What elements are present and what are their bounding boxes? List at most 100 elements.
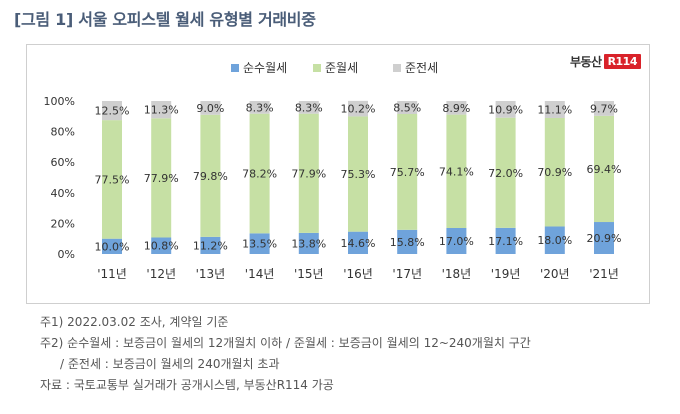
x-tick-label: '13년: [196, 267, 226, 281]
brand-logo: 부동산 R114: [570, 53, 641, 70]
x-tick-label: '14년: [245, 267, 275, 281]
data-label: 17.0%: [439, 235, 474, 248]
legend-swatch-2: [313, 64, 321, 72]
bar-segment: [200, 114, 221, 237]
data-label: 8.3%: [246, 101, 274, 114]
legend-label-2: 준월세: [325, 61, 358, 75]
data-label: 8.9%: [442, 102, 470, 115]
data-label: 15.8%: [390, 236, 425, 249]
footnote-2: 주2) 순수월세 : 보증금이 월세의 12개월치 이하 / 준월세 : 보증금…: [40, 336, 531, 350]
y-tick-label: 60%: [51, 156, 75, 169]
data-label: 10.8%: [144, 240, 179, 253]
x-tick-label: '16년: [343, 267, 373, 281]
bar-segment: [544, 226, 565, 254]
data-label: 11.3%: [144, 104, 179, 117]
x-tick-label: '20년: [540, 267, 570, 281]
bar-segment: [298, 113, 319, 233]
y-tick-label: 100%: [44, 95, 75, 108]
data-label: 10.2%: [341, 103, 376, 116]
chart-title: [그림 1] 서울 오피스텔 월세 유형별 거래비중: [14, 10, 316, 29]
bar-segment: [200, 236, 221, 254]
bar-segment: [544, 101, 565, 118]
stacked-bar-chart: 순수월세 준월세 준전세 0% 20% 40% 60% 80% 100% 10.0% 77.5% 12…: [44, 61, 622, 281]
bar-segment: [397, 101, 418, 115]
bar-segment: [348, 100, 368, 117]
legend-label-3: 준전세: [405, 61, 438, 75]
footnotes: 주1) 2022.03.02 조사, 계약일 기준 주2) 순수월세 : 보증금…: [40, 312, 531, 396]
data-label: 78.2%: [242, 168, 277, 181]
x-tick-label: '19년: [491, 267, 521, 281]
logo-text: 부동산: [569, 55, 602, 69]
logo-mark: R114: [603, 54, 641, 69]
bar-segment: [151, 101, 172, 119]
data-label: 9.0%: [196, 102, 224, 115]
bar-segment: [249, 113, 270, 234]
data-label: 12.5%: [95, 105, 130, 118]
data-label: 17.1%: [488, 235, 523, 248]
x-tick-label: '17년: [392, 267, 422, 281]
bar-segment: [397, 229, 418, 254]
data-label: 79.8%: [193, 170, 228, 183]
x-tick-label: '15년: [294, 267, 324, 281]
bar-segment: [594, 222, 614, 254]
x-tick-label: '12년: [146, 267, 176, 281]
bar-segment: [446, 101, 467, 115]
data-label: 18.0%: [537, 234, 572, 247]
data-label: 8.5%: [393, 102, 421, 115]
x-tick-label: '18년: [442, 267, 472, 281]
data-label: 11.1%: [537, 103, 572, 116]
bar-segment: [102, 238, 122, 254]
x-tick-label: '11년: [97, 267, 127, 281]
data-label: 8.3%: [295, 101, 323, 114]
y-tick-label: 20%: [51, 217, 75, 230]
data-label: 10.0%: [95, 240, 130, 253]
bar-segment: [495, 117, 516, 228]
data-label: 75.7%: [390, 166, 425, 179]
data-label: 9.7%: [590, 102, 618, 115]
y-tick-label: 80%: [51, 126, 75, 139]
data-label: 13.5%: [242, 238, 277, 251]
bar-segment: [102, 120, 122, 239]
bar-segment: [495, 227, 516, 254]
legend-swatch-1: [231, 64, 239, 72]
bar-segment: [151, 237, 172, 254]
bar-segment: [544, 117, 565, 227]
data-label: 77.5%: [95, 173, 130, 186]
data-label: 75.3%: [341, 168, 376, 181]
y-tick-label: 0%: [58, 248, 75, 261]
legend-swatch-3: [393, 64, 401, 72]
bar-segment: [200, 101, 221, 115]
bar-segment: [249, 101, 270, 114]
bar-segment: [249, 233, 270, 254]
footnote-1: 주1) 2022.03.02 조사, 계약일 기준: [40, 315, 229, 329]
data-label: 72.0%: [488, 167, 523, 180]
bar-segment: [298, 232, 319, 254]
bar-segment: [348, 231, 368, 254]
x-tick-label: '21년: [589, 267, 619, 281]
data-label: 69.4%: [587, 163, 622, 176]
data-label: 14.6%: [341, 237, 376, 250]
data-label: 77.9%: [144, 172, 179, 185]
bar-segment: [446, 114, 467, 228]
legend-label-1: 순수월세: [243, 61, 287, 75]
bar-segment: [446, 227, 467, 254]
footnote-source: 자료 : 국토교통부 실거래가 공개시스템, 부동산R114 가공: [40, 378, 334, 392]
footnote-2-continued: / 준전세 : 보증금이 월세의 240개월치 초과: [60, 357, 280, 371]
bar-segment: [594, 101, 614, 116]
bar-segment: [102, 101, 122, 121]
data-label: 11.2%: [193, 239, 228, 252]
data-label: 74.1%: [439, 165, 474, 178]
data-label: 70.9%: [537, 166, 572, 179]
bar-segment: [495, 101, 516, 118]
data-label: 77.9%: [291, 167, 326, 180]
bar-segment: [298, 101, 319, 114]
bar-segment: [151, 118, 172, 238]
chart-panel: 순수월세 준월세 준전세 0% 20% 40% 60% 80% 100% 10.0% 77.5% 12…: [26, 44, 650, 304]
data-label: 13.8%: [291, 237, 326, 250]
bar-segment: [594, 115, 614, 223]
y-tick-label: 40%: [51, 187, 75, 200]
data-label: 20.9%: [587, 232, 622, 245]
data-label: 10.9%: [488, 103, 523, 116]
bar-segment: [397, 114, 418, 230]
bar-segment: [348, 116, 368, 232]
